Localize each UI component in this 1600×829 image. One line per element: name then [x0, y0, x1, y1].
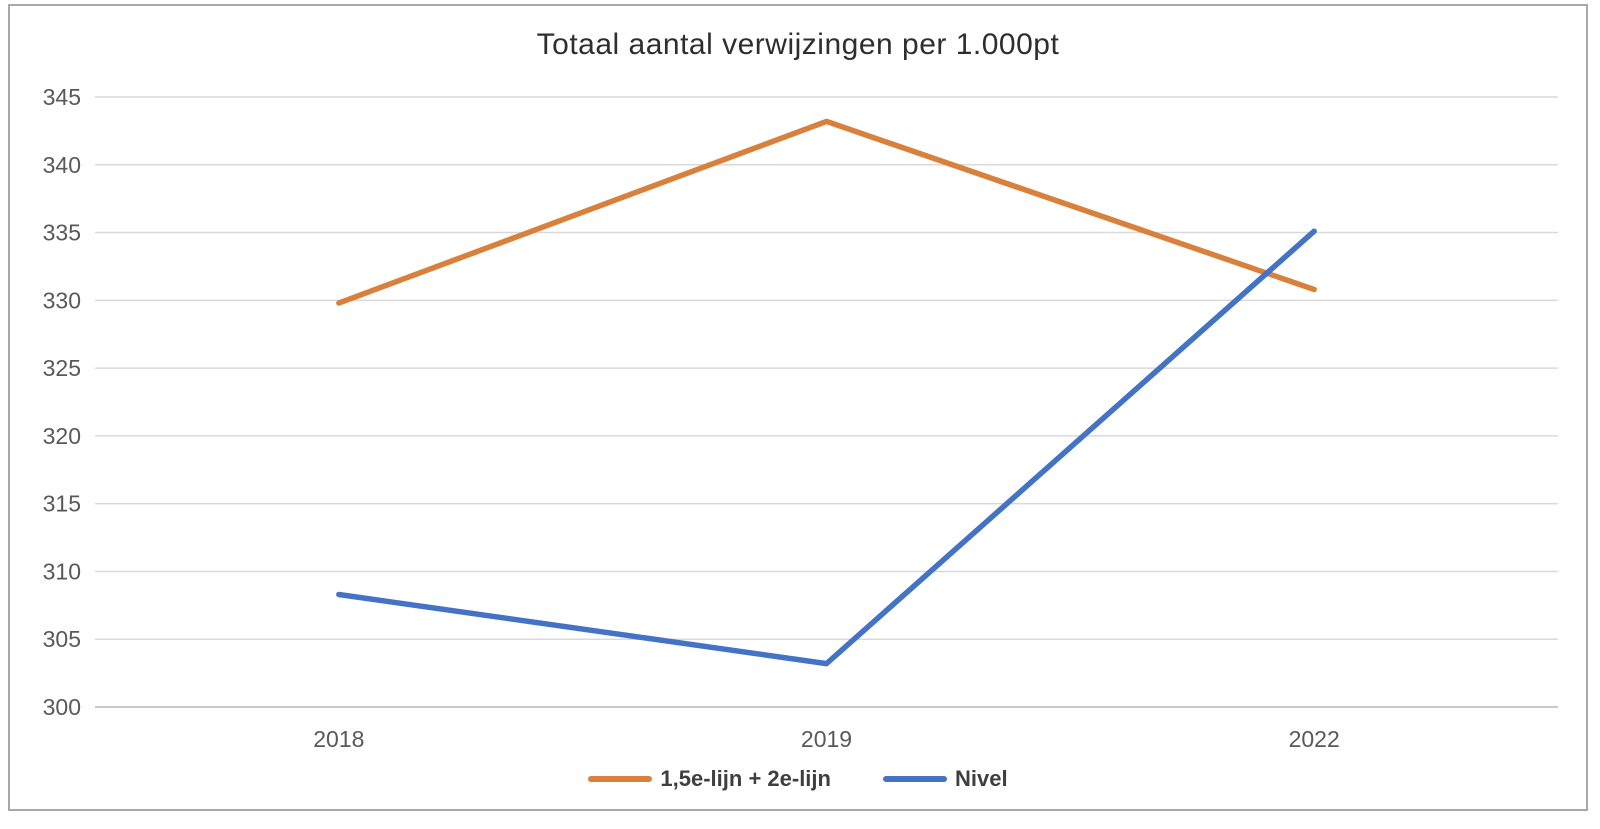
chart-container: Totaal aantal verwijzingen per 1.000pt 3…: [8, 4, 1588, 811]
plot-area: 300 305 310 315 320 325 330 335 340 345 2018 2019 20…: [10, 72, 1586, 762]
legend-swatch-orange-line: [588, 776, 653, 782]
series-line-1: [336, 118, 1317, 306]
legend-item-series-2: Nivel: [882, 766, 1008, 792]
series-line-2: [336, 228, 1317, 667]
y-axis-tick-label: 325: [43, 355, 81, 381]
y-axis-tick-label: 315: [43, 491, 81, 517]
legend-item-series-1: 1,5e-lijn + 2e-lijn: [588, 766, 831, 792]
y-axis-tick-label: 335: [43, 220, 81, 246]
chart-legend: 1,5e-lijn + 2e-lijn Nivel: [10, 766, 1586, 792]
line-chart: 300 305 310 315 320 325 330 335 340 345 2018 2019 20…: [43, 84, 1558, 752]
y-axis-tick-label: 310: [43, 558, 81, 584]
x-axis-tick-label: 2022: [1289, 726, 1340, 752]
y-axis-tick-label: 320: [43, 423, 81, 449]
legend-label-series-2: Nivel: [954, 766, 1008, 791]
y-axis-tick-label: 345: [43, 84, 81, 110]
y-axis-tick-label: 330: [43, 287, 81, 313]
legend-swatch-blue-line: [882, 776, 947, 782]
x-axis-tick-label: 2019: [801, 726, 852, 752]
legend-label-series-1: 1,5e-lijn + 2e-lijn: [660, 766, 831, 791]
y-axis-tick-label: 340: [43, 152, 81, 178]
chart-title: Totaal aantal verwijzingen per 1.000pt: [536, 28, 1060, 61]
y-axis-tick-label: 300: [43, 694, 81, 720]
y-axis-tick-label: 305: [43, 626, 81, 652]
x-axis-tick-label: 2018: [313, 726, 364, 752]
